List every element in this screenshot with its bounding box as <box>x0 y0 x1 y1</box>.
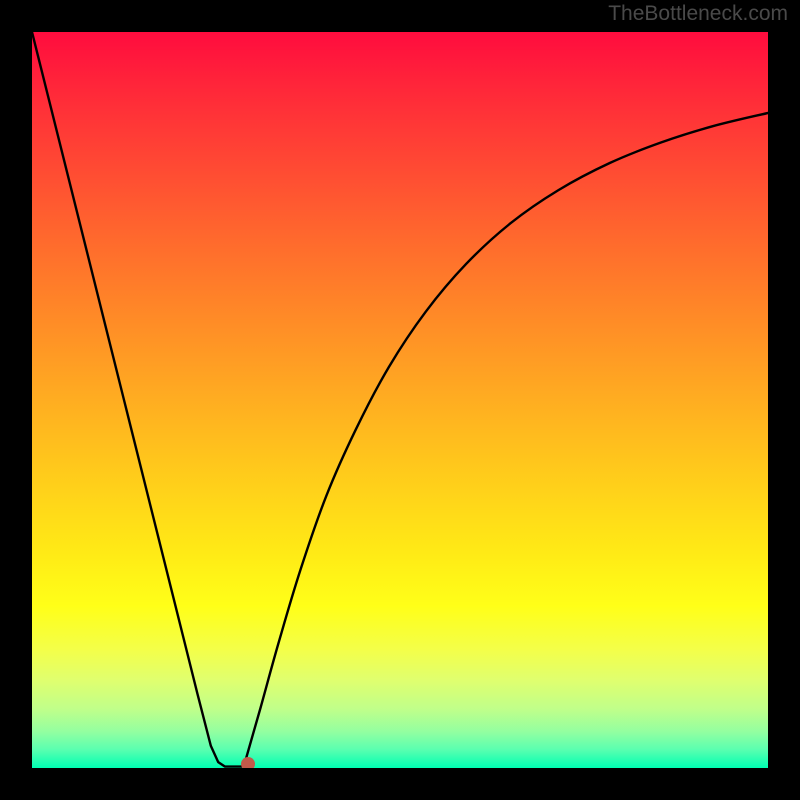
bottleneck-curve <box>32 32 768 768</box>
optimum-marker <box>241 757 255 768</box>
chart-plot-area <box>32 32 768 768</box>
attribution-text: TheBottleneck.com <box>608 2 788 26</box>
